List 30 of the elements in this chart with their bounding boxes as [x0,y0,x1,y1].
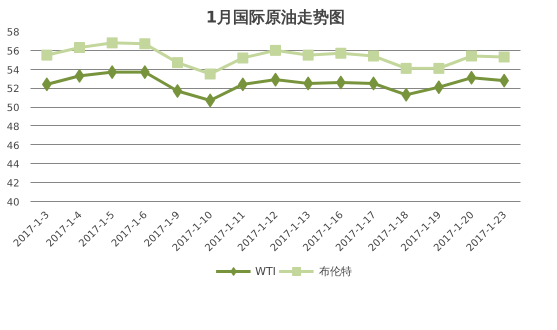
point [368,50,379,62]
point [302,50,314,61]
point [498,52,510,62]
point [336,76,346,90]
y-tick-label: 46 [6,140,20,152]
y-tick-label: 56 [6,46,20,58]
point [172,57,183,68]
point [41,50,52,61]
y-tick-label: 42 [6,178,20,190]
y-tick-label: 52 [6,84,20,96]
y-tick-label: 50 [6,103,20,114]
point [335,48,346,59]
point [74,42,85,54]
point [400,62,412,74]
y-tick-label: 58 [6,28,20,38]
point [139,38,150,50]
y-tick-label: 54 [6,65,20,76]
point [237,52,248,64]
point [106,37,118,48]
point [172,84,182,98]
y-tick-label: 48 [6,122,20,133]
point [466,50,477,62]
point [204,68,216,80]
legend-label: WTI [255,264,276,278]
point [433,62,444,74]
y-tick-label: 44 [6,160,20,171]
chart-title: 1月国际原油走势图 [206,8,346,26]
y-tick-label: 40 [6,198,20,208]
point [270,44,281,56]
legend-label: 布伦特 [318,264,352,278]
